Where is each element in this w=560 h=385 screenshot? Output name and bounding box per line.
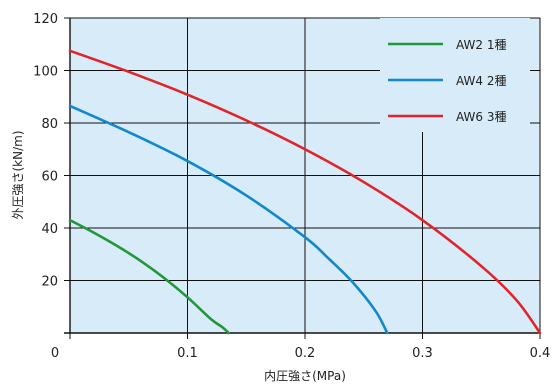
- legend: AW2 1種 AW4 2種 AW6 3種: [380, 18, 530, 132]
- origin-label: 0: [51, 346, 59, 361]
- x-tick-label: 0.1: [177, 346, 198, 361]
- y-tick-label: 80: [41, 117, 58, 132]
- legend-label-2: AW4 2種: [456, 74, 507, 88]
- series-line-2: [68, 104, 389, 335]
- y-tick-label: 40: [41, 222, 58, 237]
- legend-label-1: AW2 1種: [456, 38, 507, 52]
- series-line-3: [68, 49, 542, 335]
- x-tick-label: 0.3: [412, 346, 433, 361]
- y-tick-label: 60: [41, 170, 58, 185]
- y-tick-label: 120: [33, 12, 58, 27]
- x-tick-label: 0.2: [295, 346, 316, 361]
- y-tick-label: 100: [33, 65, 58, 80]
- series-line-1: [68, 218, 230, 335]
- y-axis-label: 外圧強さ(kN/m): [11, 130, 25, 219]
- x-tick-label: 0.4: [530, 346, 551, 361]
- ticks: 0.1 0.2 0.3 0.4 20 40 60 80 100 120: [33, 12, 550, 361]
- legend-label-3: AW6 3種: [456, 110, 507, 124]
- series: [68, 49, 542, 335]
- legend-box: [380, 18, 530, 132]
- y-tick-label: 20: [41, 275, 58, 290]
- x-axis-label: 内圧強さ(MPa): [264, 369, 346, 383]
